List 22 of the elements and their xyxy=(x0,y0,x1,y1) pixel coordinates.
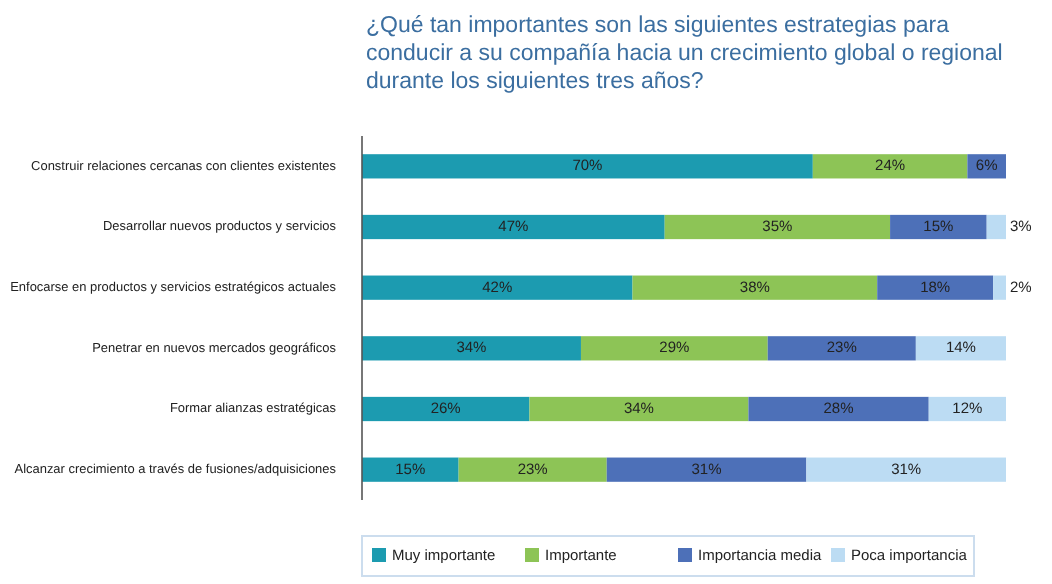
bar xyxy=(362,396,530,422)
bar xyxy=(362,214,665,240)
bar xyxy=(664,214,891,240)
bar xyxy=(993,275,1006,300)
bar xyxy=(529,396,749,422)
bar xyxy=(362,154,813,179)
bar xyxy=(632,275,878,300)
bar xyxy=(877,275,994,300)
bar xyxy=(580,336,768,361)
bar xyxy=(812,154,968,179)
bar xyxy=(748,396,929,422)
chart-title: ¿Qué tan importantes son las siguientes estrategias para conducir a su compañía hacia un crecimiento global o regional durante los siguientes tres años? xyxy=(366,14,1003,94)
bar xyxy=(606,457,807,482)
bar xyxy=(458,457,607,482)
bar xyxy=(362,336,581,361)
bar xyxy=(915,336,1006,361)
bar xyxy=(767,336,916,361)
bar xyxy=(986,214,1006,240)
bar xyxy=(890,214,987,240)
bar xyxy=(806,457,1006,482)
bar xyxy=(362,275,633,300)
bar xyxy=(362,457,459,482)
